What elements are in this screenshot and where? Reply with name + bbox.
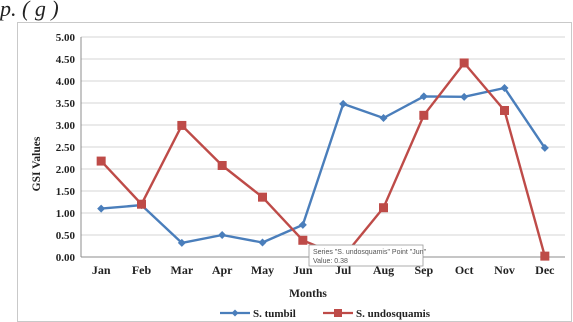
x-tick-label: Dec <box>535 263 555 277</box>
data-point-s-tumbil[interactable] <box>218 231 227 239</box>
data-point-s-tumbil[interactable] <box>419 92 428 101</box>
data-point-s-undosquamis[interactable] <box>419 110 429 120</box>
y-tick-label: 3.00 <box>56 120 76 132</box>
data-point-s-tumbil[interactable] <box>177 238 186 247</box>
data-point-s-tumbil[interactable] <box>460 92 469 101</box>
legend-label-s-tumbil: S. tumbil <box>253 308 296 320</box>
data-point-s-undosquamis[interactable] <box>379 203 388 213</box>
data-point-s-tumbil[interactable] <box>379 113 388 122</box>
data-point-s-tumbil[interactable] <box>540 143 549 152</box>
y-tick-label: 2.00 <box>56 164 76 176</box>
line-chart: 0.00 0.50 1.00 1.50 2.00 2.50 3.00 3.50 4.00 4.50… <box>31 32 565 320</box>
legend-marker-s-tumbil <box>231 309 239 317</box>
y-axis-title: GSI Values <box>31 136 43 191</box>
legend-label-s-undosquamis: S. undosquamis <box>356 308 431 320</box>
data-point-s-undosquamis[interactable] <box>540 251 550 261</box>
x-tick-label: Jul <box>335 263 352 277</box>
data-point-s-undosquamis[interactable] <box>217 160 227 170</box>
x-tick-label: Mar <box>171 263 194 277</box>
x-tick-label: May <box>251 263 274 277</box>
data-point-s-tumbil[interactable] <box>500 84 509 93</box>
x-tick-label: Jun <box>293 263 313 277</box>
tooltip-line-1: Series "S. undosquamis" Point "Jun" <box>313 249 427 256</box>
y-tick-label: 4.50 <box>56 54 76 66</box>
data-point-s-undosquamis[interactable] <box>177 120 187 130</box>
y-tick-label: 1.50 <box>56 186 76 198</box>
y-tick-label: 0.50 <box>56 230 76 242</box>
x-tick-label: Jan <box>92 263 111 277</box>
x-tick-labels: Jan Feb Mar Apr May Jun Jul Aug Sep Oct Nov Dec <box>92 263 555 277</box>
y-tick-label: 3.50 <box>56 98 76 110</box>
data-point-tooltip: Series "S. undosquamis" Point "Jun" Valu… <box>308 244 427 267</box>
y-tick-label: 4.00 <box>56 76 76 88</box>
figure-caption: p. ( g ) <box>0 0 59 21</box>
legend: S. tumbil S. undosquamis <box>220 308 431 320</box>
x-axis-title: Months <box>289 288 327 300</box>
data-point-s-undosquamis[interactable] <box>258 192 267 202</box>
x-tick-label: Sep <box>414 263 433 277</box>
data-point-s-tumbil[interactable] <box>339 99 348 108</box>
series-line-s-undosquamis <box>100 61 546 259</box>
x-tick-label: Nov <box>494 263 515 277</box>
x-tick-label: Aug <box>373 263 394 277</box>
y-tick-labels: 0.00 0.50 1.00 1.50 2.00 2.50 3.00 3.50 4.00 4.50… <box>56 32 76 264</box>
data-point-s-undosquamis[interactable] <box>298 235 308 245</box>
gridlines <box>80 36 565 258</box>
y-tick-label: 0.00 <box>56 252 76 264</box>
chart-area: 0.00 0.50 1.00 1.50 2.00 2.50 3.00 3.50 4.00 4.50… <box>17 22 572 322</box>
data-point-s-tumbil[interactable] <box>298 220 307 229</box>
data-point-s-tumbil[interactable] <box>97 204 106 213</box>
data-point-s-undosquamis[interactable] <box>96 156 106 166</box>
x-tick-label: Apr <box>212 263 233 277</box>
x-tick-label: Oct <box>455 263 474 277</box>
x-tick-label: Feb <box>132 263 152 277</box>
data-point-s-undosquamis[interactable] <box>459 58 469 68</box>
y-tick-label: 5.00 <box>56 32 76 44</box>
series-lines <box>100 61 546 259</box>
data-point-s-tumbil[interactable] <box>258 238 267 247</box>
data-point-s-undosquamis[interactable] <box>500 105 509 115</box>
y-tick-label: 1.00 <box>56 208 76 220</box>
legend-marker-s-undosquamis <box>334 309 342 317</box>
series-line-s-tumbil <box>101 86 546 245</box>
tooltip-line-2: Value: 0.38 <box>313 258 348 265</box>
data-point-s-undosquamis[interactable] <box>137 199 146 209</box>
tooltip-box <box>308 244 424 267</box>
y-tick-label: 2.50 <box>56 142 76 154</box>
